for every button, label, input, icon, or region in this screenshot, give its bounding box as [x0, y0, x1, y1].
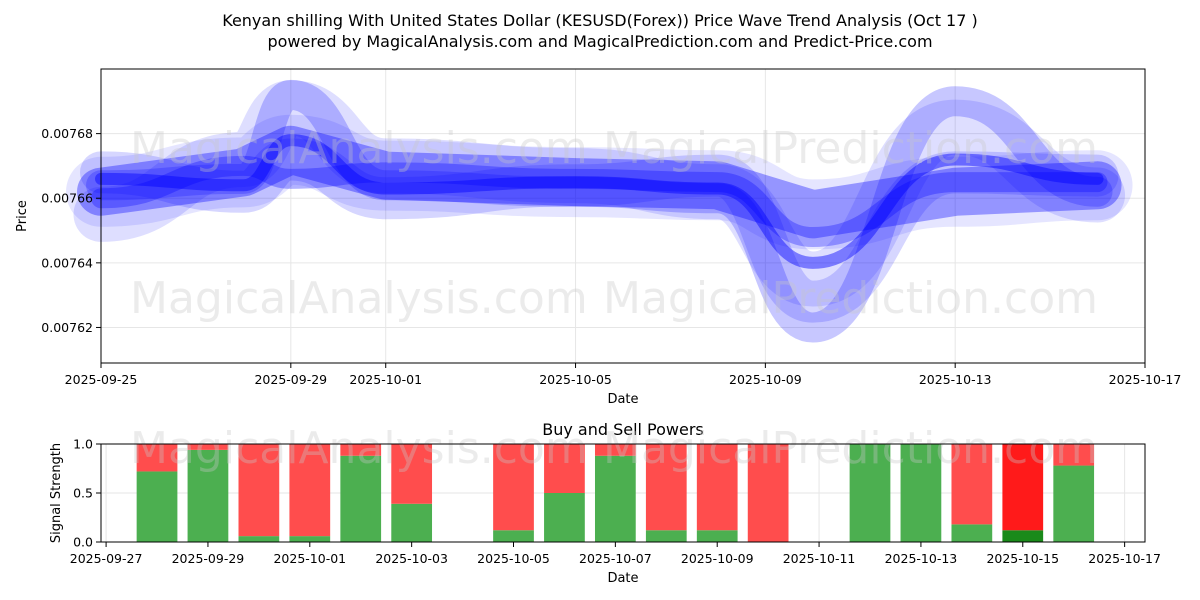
- sell-bar: [951, 444, 993, 525]
- buy-bar: [238, 536, 280, 542]
- price-x-tick-label: 2025-10-13: [919, 372, 992, 387]
- signal-x-tick-label: 2025-10-15: [986, 551, 1059, 566]
- watermark-analysis-top: MagicalAnalysis.com: [130, 123, 588, 174]
- price-y-tick-label: 0.00766: [41, 191, 93, 206]
- wave-band-4: [86, 79, 1113, 343]
- chart-title-line2: powered by MagicalAnalysis.com and Magic…: [267, 32, 932, 51]
- buy-bar: [1053, 465, 1095, 542]
- price-x-tick-label: 2025-10-01: [349, 372, 422, 387]
- price-x-tick-label: 2025-10-17: [1109, 372, 1182, 387]
- buy-bar: [187, 449, 229, 542]
- buy-bar: [849, 444, 891, 542]
- signal-x-tick-label: 2025-10-09: [681, 551, 754, 566]
- signal-x-tick-label: 2025-10-01: [273, 551, 346, 566]
- signal-x-tick-label: 2025-10-03: [375, 551, 448, 566]
- signal-x-tick-label: 2025-10-07: [579, 551, 652, 566]
- sell-bar: [1002, 444, 1044, 531]
- buy-bar: [544, 493, 585, 542]
- buy-bar: [645, 530, 687, 542]
- signal-bars: [136, 444, 1095, 542]
- buy-bar: [340, 455, 382, 542]
- signal-y-tick-label: 0.5: [73, 486, 93, 501]
- sell-bar: [594, 444, 636, 456]
- signal-x-tick-label: 2025-10-11: [783, 551, 856, 566]
- wave-band-3: [80, 138, 1119, 323]
- wave-band-5: [91, 155, 1108, 247]
- sell-bar: [1053, 444, 1095, 466]
- sell-bar: [340, 444, 382, 456]
- signal-chart-title: Buy and Sell Powers: [542, 420, 704, 439]
- price-y-axis-label: Price: [15, 200, 30, 232]
- sell-bar: [187, 444, 229, 450]
- wave-band-6: [95, 134, 1104, 269]
- price-y-tick-label: 0.00768: [41, 126, 93, 141]
- watermark-analysis-mid: MagicalAnalysis.com: [130, 273, 588, 324]
- price-axis-ticks: 2025-09-25 2025-09-29 2025-10-01 2025-10-05…: [41, 126, 1181, 387]
- wave-core-band: [77, 125, 1122, 239]
- signal-x-tick-label: 2025-10-13: [885, 551, 958, 566]
- price-x-tick-label: 2025-10-09: [729, 372, 802, 387]
- signal-x-axis-label: Date: [607, 571, 638, 586]
- buy-bar: [493, 530, 534, 542]
- signal-x-tick-label: 2025-09-27: [70, 551, 143, 566]
- signal-y-axis-label: Signal Strength: [49, 443, 64, 543]
- price-y-tick-label: 0.00764: [41, 255, 93, 270]
- price-y-tick-label: 0.00762: [41, 320, 93, 335]
- buy-bar: [289, 536, 331, 542]
- sell-bar: [747, 444, 789, 542]
- sell-bar: [391, 444, 433, 504]
- price-plot-frame: [100, 68, 1146, 364]
- sell-bar: [696, 444, 738, 531]
- sell-bar: [645, 444, 687, 531]
- signal-x-tick-label: 2025-10-17: [1088, 551, 1161, 566]
- price-x-axis-label: Date: [607, 392, 638, 407]
- buy-bar: [900, 444, 942, 542]
- watermark-prediction-mid: MagicalPrediction.com: [603, 273, 1098, 324]
- price-x-tick-label: 2025-10-05: [539, 372, 612, 387]
- signal-x-tick-label: 2025-09-29: [172, 551, 245, 566]
- price-x-tick-label: 2025-09-29: [254, 372, 327, 387]
- sell-bar: [238, 444, 280, 537]
- watermark-analysis-bottom: MagicalAnalysis.com: [130, 423, 588, 474]
- signal-axis-ticks: 2025-09-27 2025-09-29 2025-10-01 2025-10-03…: [70, 437, 1161, 567]
- wave-band-2: [73, 80, 1126, 307]
- price-x-tick-label: 2025-09-25: [65, 372, 138, 387]
- watermark-prediction-bottom: MagicalPrediction.com: [603, 423, 1098, 474]
- buy-bar: [594, 455, 636, 542]
- price-watermarks: MagicalAnalysis.com MagicalPrediction.co…: [130, 123, 1098, 324]
- price-wave-series: [66, 79, 1133, 343]
- wave-band-1: [66, 114, 1133, 250]
- watermark-prediction-top: MagicalPrediction.com: [603, 123, 1098, 174]
- sell-bar: [493, 444, 534, 531]
- buy-bar: [136, 471, 178, 542]
- chart-title-line1: Kenyan shilling With United States Dolla…: [222, 11, 978, 30]
- buy-bar: [391, 503, 433, 542]
- buy-bar: [1002, 530, 1044, 542]
- sell-bar: [136, 444, 178, 472]
- buy-bar: [951, 524, 993, 542]
- price-gridlines: [100, 69, 1146, 363]
- sell-bar: [289, 444, 331, 537]
- sell-bar: [544, 444, 585, 493]
- buy-bar: [696, 530, 738, 542]
- signal-y-tick-label: 0.0: [73, 535, 93, 550]
- signal-x-tick-label: 2025-10-05: [477, 551, 550, 566]
- signal-y-tick-label: 1.0: [73, 437, 93, 452]
